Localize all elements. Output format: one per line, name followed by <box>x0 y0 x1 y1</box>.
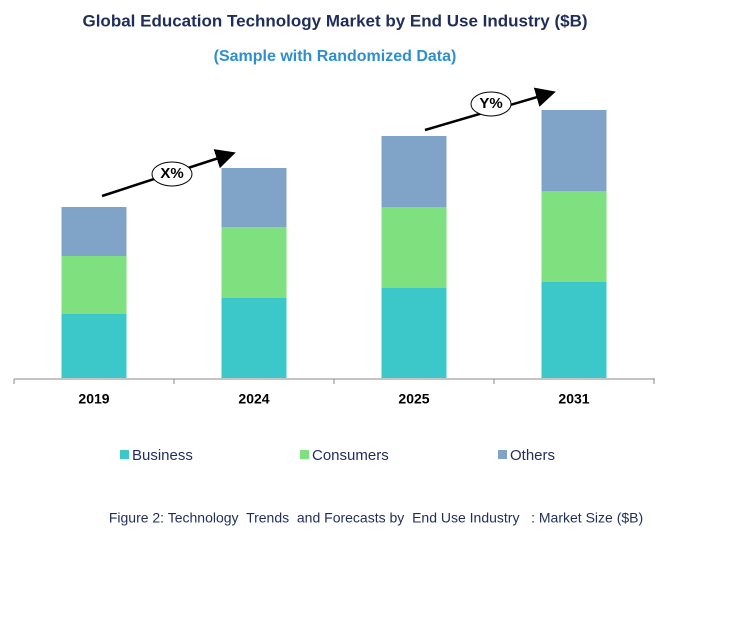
legend-label: Consumers <box>312 447 389 464</box>
bar-segment <box>61 314 127 378</box>
bar-segment <box>381 288 447 378</box>
legend-swatch <box>120 450 129 459</box>
x-tick-label: 2025 <box>398 391 429 407</box>
chart-title: Global Education Technology Market by En… <box>82 11 587 30</box>
annotation: X% <box>160 165 183 182</box>
bar-segment <box>61 207 127 256</box>
bar-segment <box>61 256 127 314</box>
bar-segment <box>541 191 607 282</box>
legend-label: Others <box>510 447 555 464</box>
bar-segment <box>221 227 287 298</box>
bar-segment <box>541 110 607 191</box>
bar-segment <box>381 207 447 288</box>
x-tick-label: 2031 <box>558 391 589 407</box>
bar-segment <box>541 282 607 378</box>
annotation-bubble <box>151 161 193 187</box>
legend-label: Business <box>132 447 193 464</box>
bar-segment <box>381 136 447 207</box>
annotation-bubble <box>470 91 512 117</box>
legend-swatch <box>498 450 507 459</box>
x-tick-label: 2019 <box>78 391 109 407</box>
bar-segment <box>221 298 287 378</box>
legend-swatch <box>300 450 309 459</box>
caption: Figure 2: Technology Trends and Forecast… <box>109 510 643 526</box>
chart-subtitle: (Sample with Randomized Data) <box>214 48 457 65</box>
bar-segment <box>221 168 287 227</box>
annotation: Y% <box>479 95 502 112</box>
x-tick-label: 2024 <box>238 391 269 407</box>
